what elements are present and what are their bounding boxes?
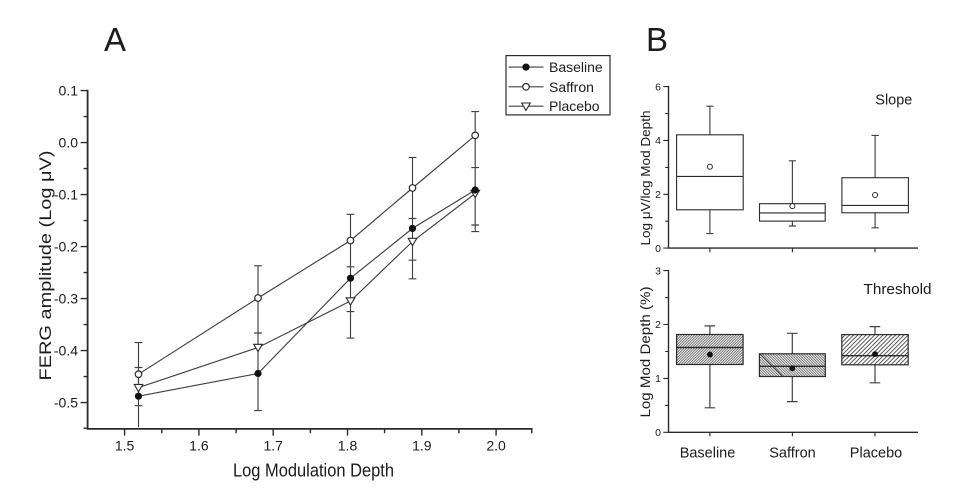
- svg-text:Saffron: Saffron: [549, 79, 594, 95]
- svg-text:FERG amplitude (Log μV): FERG amplitude (Log μV): [36, 150, 55, 380]
- svg-text:Saffron: Saffron: [769, 446, 816, 462]
- svg-text:2.0: 2.0: [486, 438, 506, 454]
- svg-text:2: 2: [655, 319, 661, 331]
- svg-text:1.9: 1.9: [412, 438, 432, 454]
- svg-text:Threshold: Threshold: [864, 281, 932, 298]
- svg-text:6: 6: [655, 81, 661, 93]
- svg-text:Baseline: Baseline: [549, 59, 603, 75]
- svg-text:0.1: 0.1: [59, 83, 79, 99]
- svg-text:A: A: [104, 21, 126, 58]
- svg-text:B: B: [646, 21, 668, 58]
- svg-text:Log Mod Depth (%): Log Mod Depth (%): [637, 287, 653, 418]
- svg-text:0: 0: [655, 243, 661, 255]
- svg-text:-0.4: -0.4: [54, 343, 78, 359]
- svg-text:1.6: 1.6: [189, 438, 209, 454]
- svg-text:-0.2: -0.2: [54, 239, 78, 255]
- svg-text:1.5: 1.5: [115, 438, 135, 454]
- svg-text:0.0: 0.0: [59, 135, 79, 151]
- svg-text:Baseline: Baseline: [680, 446, 736, 462]
- svg-text:1.7: 1.7: [263, 438, 283, 454]
- svg-text:Placebo: Placebo: [850, 446, 902, 462]
- svg-text:0: 0: [655, 427, 661, 439]
- svg-text:3: 3: [655, 265, 661, 277]
- svg-text:1: 1: [655, 373, 661, 385]
- svg-text:4: 4: [655, 135, 661, 147]
- svg-text:2: 2: [655, 189, 661, 201]
- svg-text:Log Modulation Depth: Log Modulation Depth: [233, 459, 394, 480]
- svg-text:Placebo: Placebo: [549, 98, 600, 114]
- svg-text:1.8: 1.8: [338, 438, 358, 454]
- svg-text:-0.3: -0.3: [54, 291, 78, 307]
- svg-text:Slope: Slope: [875, 92, 912, 108]
- svg-text:-0.1: -0.1: [54, 187, 78, 203]
- svg-text:-0.5: -0.5: [54, 395, 78, 411]
- svg-text:Log μV/log Mod Depth: Log μV/log Mod Depth: [638, 111, 653, 246]
